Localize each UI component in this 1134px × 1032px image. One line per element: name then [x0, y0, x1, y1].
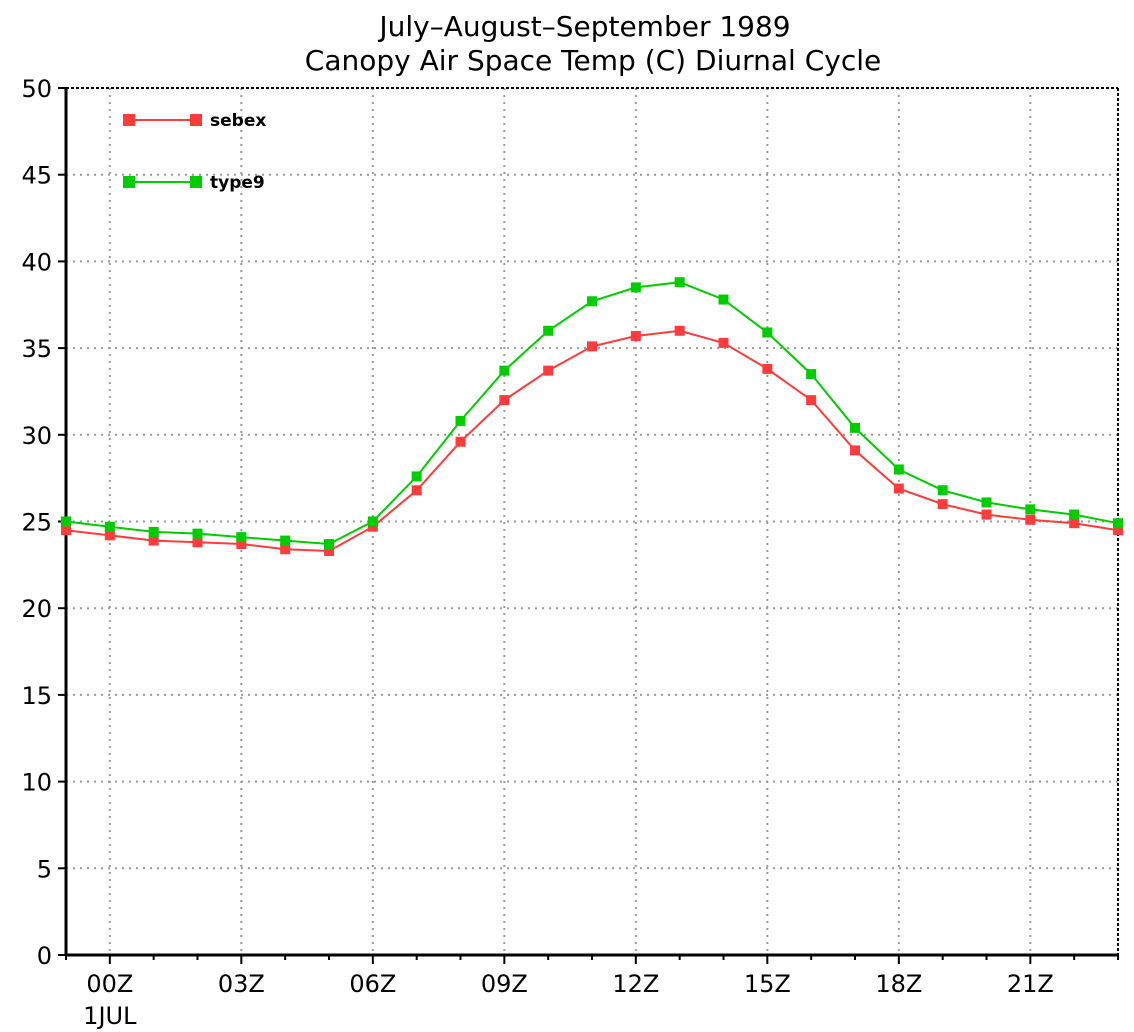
data-point-sebex [806, 395, 817, 406]
data-point-sebex [981, 509, 992, 520]
data-point-type9 [718, 294, 729, 305]
data-point-sebex [1025, 514, 1036, 525]
data-point-sebex [1113, 525, 1123, 536]
data-point-type9 [324, 539, 334, 550]
data-point-type9 [762, 327, 773, 338]
data-point-type9 [893, 464, 904, 475]
y-tick-label: 25 [21, 509, 52, 537]
data-point-type9 [236, 532, 247, 543]
data-point-sebex [893, 483, 904, 494]
data-point-type9 [1069, 509, 1080, 520]
legend-marker-type9 [190, 176, 202, 188]
data-point-type9 [61, 516, 71, 527]
data-point-type9 [543, 325, 554, 336]
y-tick-label: 15 [21, 682, 52, 710]
data-point-sebex [674, 325, 685, 336]
data-point-sebex [1069, 518, 1080, 529]
data-point-sebex [324, 545, 334, 556]
data-point-sebex [280, 544, 291, 555]
x-tick-label: 21Z [1007, 970, 1054, 998]
y-tick-label: 5 [37, 855, 52, 883]
data-point-type9 [630, 282, 641, 293]
legend-marker-type9 [123, 176, 135, 188]
data-point-sebex [630, 330, 641, 341]
series-line-sebex [65, 329, 1119, 553]
data-point-sebex [937, 499, 948, 510]
data-point-sebex [587, 341, 597, 352]
data-point-type9 [455, 415, 466, 426]
x-tick-label: 15Z [744, 970, 791, 998]
legend-marker-sebex [190, 114, 202, 126]
data-point-sebex [192, 537, 203, 548]
data-point-sebex [104, 530, 115, 541]
chart-subtitle: Canopy Air Space Temp (C) Diurnal Cycle [305, 44, 881, 77]
data-point-type9 [499, 365, 510, 376]
chart-title: July–August–September 1989 [377, 10, 790, 43]
x-tick-label: 06Z [349, 970, 396, 998]
data-point-sebex [762, 363, 773, 374]
y-tick-label: 35 [21, 335, 52, 363]
y-tick-label: 0 [37, 942, 52, 970]
legend-label-sebex: sebex [210, 111, 266, 131]
x-tick-label: 00Z [86, 970, 133, 998]
data-point-sebex [411, 485, 422, 496]
data-point-type9 [981, 497, 992, 508]
y-tick-label: 30 [21, 422, 52, 450]
x-date-label: 1JUL [83, 1002, 137, 1030]
y-tick-label: 50 [21, 75, 52, 103]
data-point-sebex [850, 445, 860, 456]
series-line-type9 [65, 281, 1119, 546]
data-point-type9 [587, 296, 597, 307]
data-point-type9 [806, 369, 817, 380]
data-point-type9 [280, 535, 291, 546]
grid [66, 88, 1118, 955]
axes: 0 5 10 15 20 25 30 35 40 45 50 00Z 03Z 06Z 09Z 12Z 15Z 18… [21, 75, 1119, 1030]
y-tick-label: 40 [21, 248, 52, 276]
y-tick-label: 10 [21, 769, 52, 797]
data-point-type9 [148, 526, 159, 537]
data-point-type9 [104, 521, 115, 532]
data-point-sebex [148, 535, 159, 546]
legend-marker-sebex [123, 114, 135, 126]
data-point-sebex [236, 539, 247, 550]
data-point-type9 [1025, 504, 1036, 515]
x-tick-label: 18Z [875, 970, 922, 998]
data-point-type9 [937, 485, 948, 496]
x-tick-label: 03Z [218, 970, 265, 998]
data-point-type9 [674, 277, 685, 288]
data-point-type9 [411, 471, 422, 482]
data-point-sebex [61, 525, 71, 536]
data-point-type9 [192, 528, 203, 539]
data-point-type9 [1113, 518, 1123, 529]
data-point-sebex [455, 436, 466, 447]
y-tick-label: 45 [21, 162, 52, 190]
data-point-type9 [850, 422, 860, 433]
data-point-sebex [499, 395, 510, 406]
legend: sebex type9 [123, 111, 266, 193]
y-tick-label: 20 [21, 595, 52, 623]
x-tick-label: 09Z [481, 970, 528, 998]
x-tick-label: 12Z [612, 970, 659, 998]
data-point-type9 [367, 516, 378, 527]
legend-label-type9: type9 [210, 173, 265, 193]
data-point-sebex [718, 337, 729, 348]
data-point-sebex [543, 365, 554, 376]
series [61, 277, 1123, 556]
data-point-sebex [367, 521, 378, 532]
